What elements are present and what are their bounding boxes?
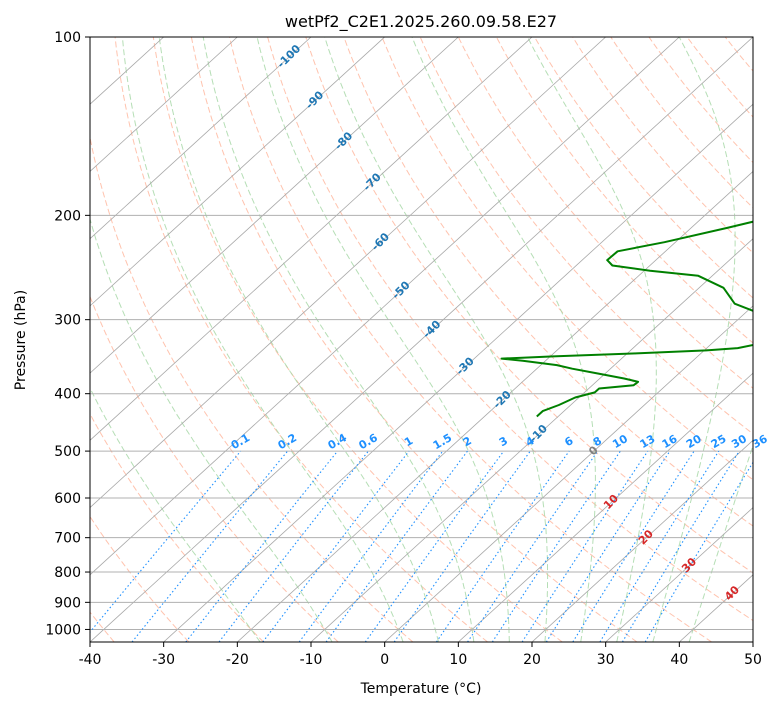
dry-adiabat [610,37,753,209]
isotherm [90,37,533,441]
y-tick-label: 700 [54,531,81,547]
dry-adiabat [90,295,339,642]
isotherm [90,37,606,509]
dry-adiabat [152,37,563,642]
moist-adiabat [324,37,549,642]
mixing-ratio-line [90,450,242,633]
mixing-ratio-line [185,450,339,642]
isotherm [458,372,753,642]
dry-adiabat [267,37,753,622]
dry-adiabat [90,135,414,642]
isotherm [90,37,385,307]
dry-adiabat [90,515,190,642]
isotherm [384,305,753,642]
x-tick-label: -20 [226,652,249,668]
y-tick-label: 1000 [45,622,81,638]
isotherm [237,170,753,642]
mixing-ratio-line [364,450,505,642]
chart-title: wetPf2_C2E1.2025.260.09.58.E27 [285,12,557,32]
plot-frame [89,36,754,643]
x-tick-label: -10 [300,652,323,668]
mixing-ratio-line [599,450,720,642]
mixing-ratio-line [572,450,695,642]
mixing-ratio-line [218,450,369,642]
moist-adiabat [202,37,475,642]
dry-adiabat [90,412,264,642]
dry-adiabat [648,37,753,164]
isotherm [90,37,680,576]
x-tick-label: 10 [449,652,467,668]
mixing-ratio-line [621,450,740,642]
isotherm [90,37,312,240]
isotherm [90,37,753,642]
y-tick-label: 900 [54,595,81,611]
moist-adiabat [90,387,261,642]
mixing-ratio-line [644,461,753,642]
x-tick-label: 0 [380,652,389,668]
moist-adiabat [688,444,753,642]
dry-adiabat [419,37,753,435]
isotherm [531,439,753,642]
dewpoint-line [500,220,753,418]
dry-adiabat [572,37,753,254]
dry-adiabat [305,37,753,574]
mixing-ratio-line [467,450,599,642]
x-tick-label: -30 [152,652,175,668]
y-tick-label: 800 [54,565,81,581]
moist-adiabat [256,37,510,642]
dry-adiabat [381,37,753,481]
mixing-ratio-line [393,450,531,642]
mixing-ratio-line [262,450,410,642]
x-tick-label: 40 [670,652,688,668]
dry-adiabat [114,37,488,642]
x-tick-label: -40 [79,652,102,668]
isotherm [90,37,238,172]
background-lines [90,37,753,642]
y-tick-label: 300 [54,313,81,329]
y-tick-label: 500 [54,444,81,460]
mixing-ratio-line [131,450,289,642]
moist-adiabat [121,37,404,642]
isotherm [163,103,753,642]
isotherm [90,37,459,374]
y-tick-label: 400 [54,387,81,403]
axis-ticks: -40 -30 -20 -10 0 10 20 30 40 50 1000 900 800 700 600 5… [45,30,762,668]
mixing-ratio-line [545,450,671,642]
moist-adiabat [158,37,439,642]
dry-adiabat [190,37,638,642]
moist-adiabat [90,217,333,642]
dry-adiabat [229,37,712,642]
y-axis-label: Pressure (hPa) [13,290,29,390]
x-tick-label: 50 [744,652,762,668]
isotherm [605,507,753,642]
x-axis-label: Temperature (°C) [360,681,482,697]
y-tick-label: 200 [54,208,81,224]
moist-adiabat [652,37,736,642]
moist-adiabat [411,37,596,642]
isotherm [310,238,753,642]
profile-lines [500,220,753,418]
x-tick-label: 20 [523,652,541,668]
x-tick-label: 30 [597,652,615,668]
dry-adiabat [534,37,753,299]
dry-adiabat [495,37,753,344]
y-tick-label: 100 [54,30,81,46]
y-tick-label: 600 [54,491,81,507]
